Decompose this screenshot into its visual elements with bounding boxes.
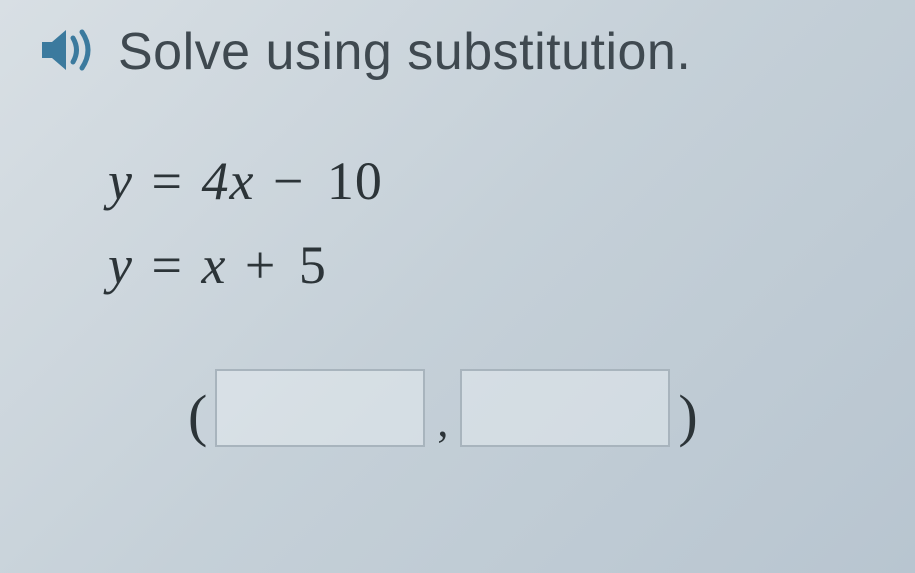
eq2-operator: + [245,235,276,295]
eq2-term2: 5 [299,235,327,295]
eq2-term1: x [201,235,226,295]
close-paren: ) [678,387,697,447]
eq1-term2: 10 [327,151,383,211]
eq2-equals: = [151,235,197,295]
speaker-audio-icon[interactable] [38,24,100,81]
y-answer-input[interactable] [460,369,670,447]
answer-separator: , [437,396,448,447]
instruction-header: Solve using substitution. [38,22,877,82]
equation-1: y = 4x − 10 [108,140,877,224]
eq1-lhs: y [108,151,133,211]
equations-block: y = 4x − 10 y = x + 5 [108,140,877,307]
eq1-equals: = [151,151,197,211]
eq1-operator: − [273,151,304,211]
x-answer-input[interactable] [215,369,425,447]
instruction-text: Solve using substitution. [118,22,691,82]
open-paren: ( [188,387,207,447]
answer-input-row: ( , ) [188,369,877,447]
equation-2: y = x + 5 [108,224,877,308]
eq2-lhs: y [108,235,133,295]
eq1-term1: 4x [201,151,254,211]
